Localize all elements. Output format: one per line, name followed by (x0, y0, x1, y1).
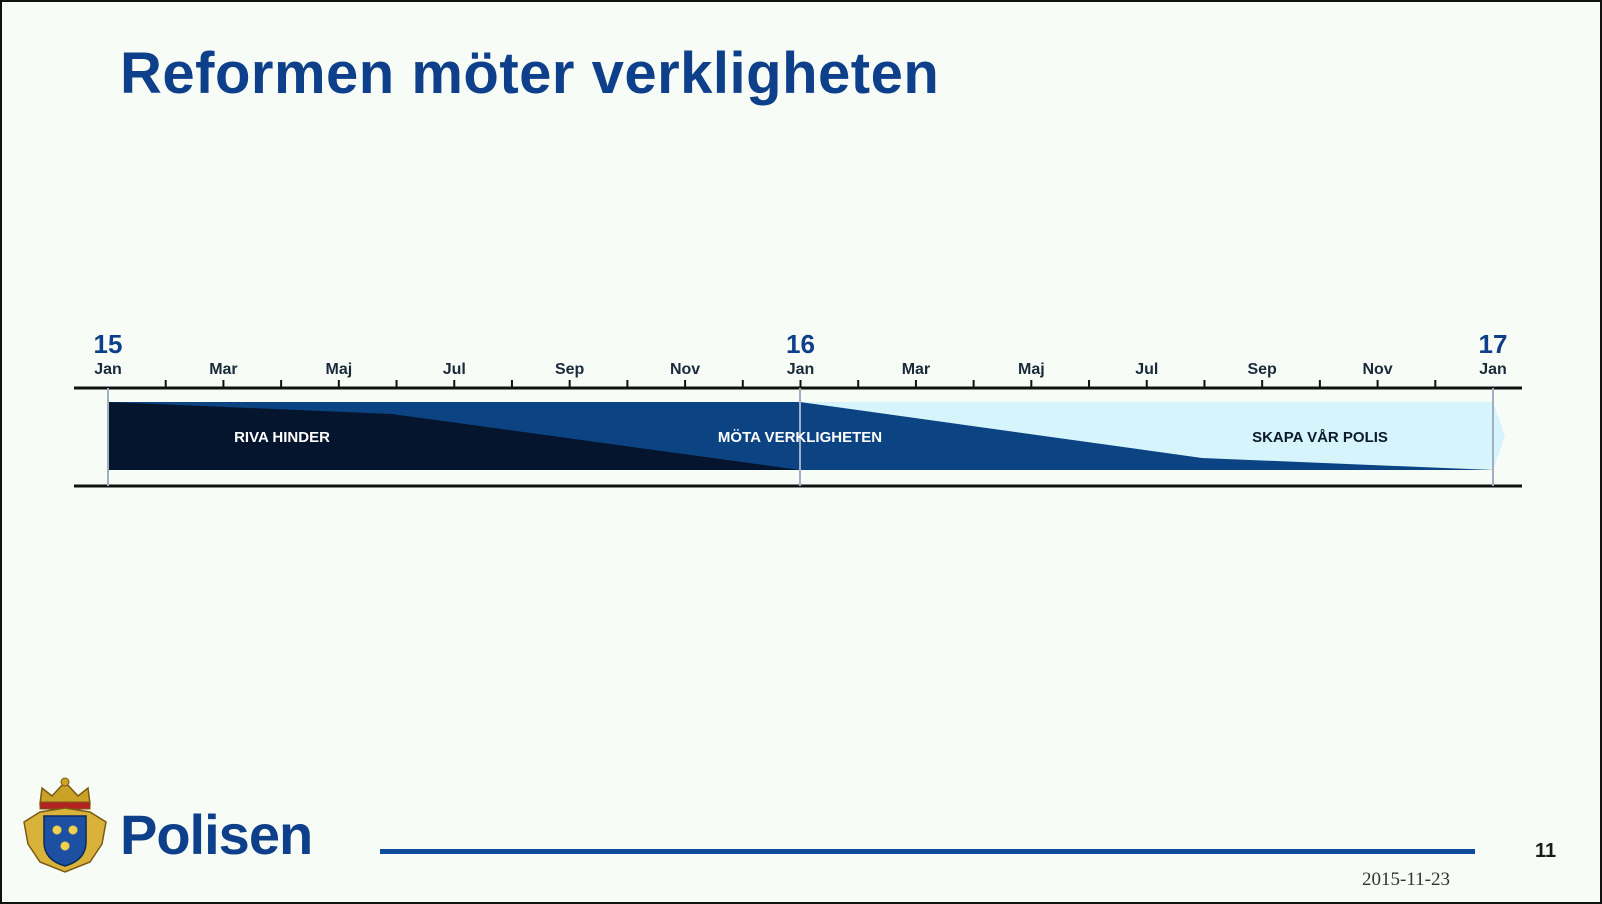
month-label: Maj (325, 361, 352, 378)
phase-label-mota-verkligheten: MÖTA VERKLIGHETEN (718, 429, 882, 446)
month-label: Mar (209, 361, 237, 378)
phase-band-riva-hinder (108, 402, 800, 470)
year-label: 17 (1479, 329, 1508, 359)
page-number: 11 (1535, 840, 1557, 862)
month-label: Jul (443, 361, 466, 378)
month-label: Nov (670, 361, 700, 378)
month-label: Mar (902, 361, 930, 378)
month-label: Jan (787, 361, 815, 378)
phase-label-skapa-var-polis: SKAPA VÅR POLIS (1252, 429, 1388, 446)
month-label: Nov (1362, 361, 1392, 378)
timeline-diagram: 15 16 17 Jan Mar Maj Jul Sep Nov Jan Mar Maj Jul Sep… (74, 329, 1522, 488)
footer-line (380, 849, 1475, 854)
month-label: Jul (1135, 361, 1158, 378)
month-label: Maj (1018, 361, 1045, 378)
year-label: 15 (94, 329, 123, 359)
phase-label-riva-hinder: RIVA HINDER (234, 429, 330, 446)
year-label: 16 (786, 329, 815, 359)
brand-wordmark: Polisen (120, 803, 313, 866)
month-label: Sep (1247, 361, 1277, 378)
slide-date: 2015-11-23 (1362, 869, 1450, 890)
month-label: Jan (1479, 361, 1507, 378)
month-label: Sep (555, 361, 585, 378)
month-label: Jan (94, 361, 122, 378)
page-title: Reformen möter verkligheten (120, 41, 940, 106)
police-crest-logo (23, 777, 107, 873)
